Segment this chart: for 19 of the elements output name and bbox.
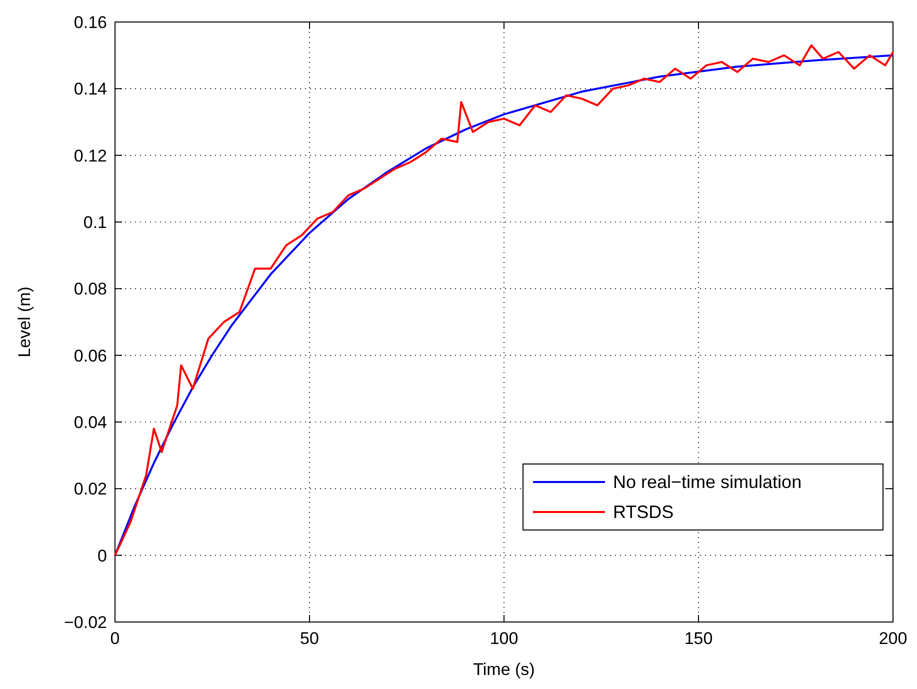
legend-label: No real−time simulation [613,472,802,492]
y-tick-label: 0.08 [74,280,107,299]
y-tick-label: 0.16 [74,13,107,32]
x-tick-label: 0 [110,629,120,648]
y-tick-label: 0.14 [74,80,107,99]
y-axis-title: Level (m) [15,286,34,358]
x-tick-label: 200 [878,629,908,648]
x-tick-label: 50 [300,629,319,648]
x-tick-label: 100 [490,629,518,648]
y-tick-label: 0.02 [74,480,107,499]
legend-label: RTSDS [613,502,674,522]
y-tick-label: 0.12 [74,146,107,166]
x-axis-title: Time (s) [473,660,535,679]
y-tick-label: 0 [98,546,107,566]
y-tick-label: 0.06 [74,346,107,366]
x-tick-label: 150 [684,629,713,648]
y-tick-label: 0.04 [74,413,107,432]
y-tick-label: 0.1 [83,213,107,232]
y-tick-label: −0.02 [64,613,107,632]
